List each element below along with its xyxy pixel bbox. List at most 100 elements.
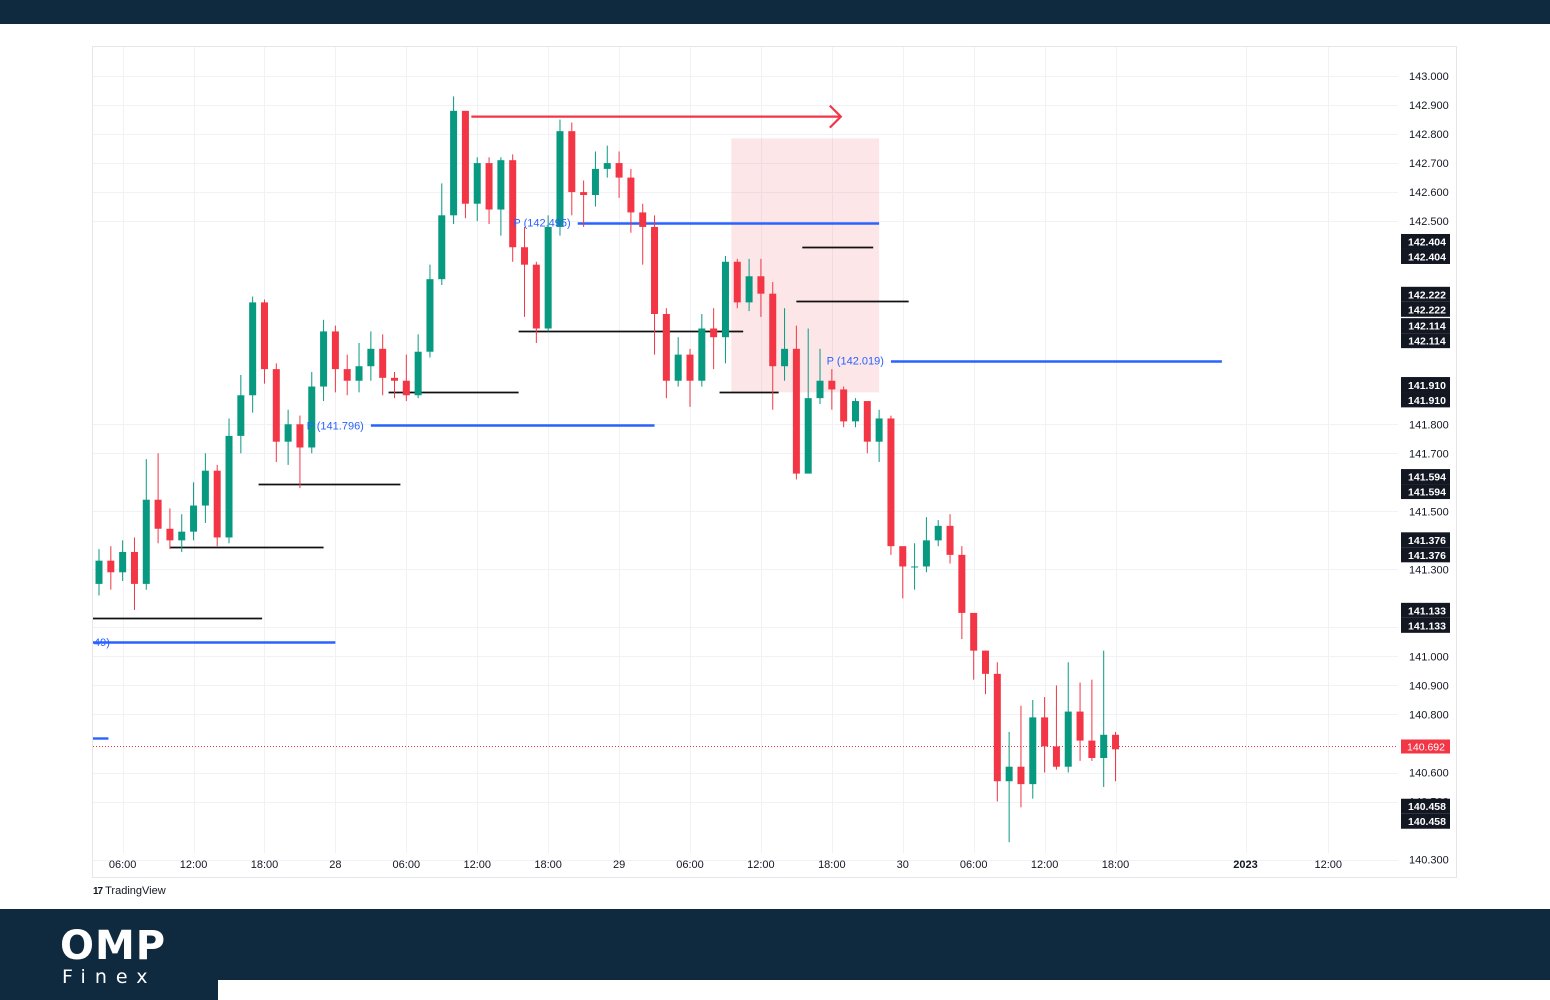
price-label: 142.222 — [1408, 289, 1446, 301]
candle-body — [142, 499, 150, 584]
candle-body — [982, 650, 989, 674]
candle-body — [757, 276, 765, 294]
candle-body — [568, 131, 576, 193]
candle-body — [320, 331, 328, 387]
candle-body — [639, 212, 647, 227]
candle-body — [402, 380, 410, 396]
y-tick-label: 142.700 — [1409, 158, 1449, 170]
price-label: 141.376 — [1408, 535, 1446, 547]
candle-body — [745, 276, 753, 303]
omp-logo: OMP — [60, 923, 167, 969]
candle-body — [166, 528, 174, 541]
candle-body — [627, 177, 635, 213]
candle-body — [792, 348, 800, 474]
candle-body — [331, 331, 339, 370]
candle-body — [260, 302, 268, 370]
candle-body — [828, 380, 836, 390]
y-tick-label: 142.900 — [1409, 100, 1449, 112]
candle-body — [426, 279, 434, 352]
candle-body — [674, 354, 682, 381]
x-tick-label: 18:00 — [818, 859, 846, 871]
y-tick-label: 140.300 — [1409, 855, 1449, 867]
candle-body — [1017, 766, 1025, 785]
candle-body — [461, 110, 469, 204]
tradingview-brand: 17 TradingView — [93, 885, 166, 897]
candle-body — [343, 369, 351, 381]
candle-body — [213, 470, 221, 538]
candle-body — [367, 348, 375, 367]
candle-body — [911, 566, 919, 568]
price-label-box — [1401, 798, 1450, 814]
candle-body — [733, 261, 741, 303]
candle-body — [851, 401, 859, 422]
current-price-box — [1401, 739, 1450, 754]
arrow-head — [829, 104, 843, 129]
x-tick-label: 12:00 — [1031, 859, 1059, 871]
price-label: 142.114 — [1408, 336, 1446, 348]
candle-body — [769, 293, 777, 367]
candle-body — [272, 369, 280, 442]
candle-body — [922, 540, 930, 567]
y-tick-label: 140.600 — [1409, 768, 1449, 780]
pivot-label: P (141.796) — [307, 420, 364, 432]
candle-body — [308, 386, 316, 448]
x-tick-label: 28 — [329, 859, 341, 871]
pivot-label: 49) — [94, 637, 110, 649]
candle-body — [154, 499, 162, 529]
price-label: 142.404 — [1408, 236, 1446, 248]
candle-body — [119, 551, 127, 573]
candle-body — [485, 163, 493, 210]
price-label-box — [1401, 813, 1450, 829]
price-label: 141.133 — [1408, 605, 1446, 617]
price-label: 142.404 — [1408, 251, 1446, 263]
x-tick-label: 06:00 — [393, 859, 421, 871]
candle-body — [1029, 717, 1037, 785]
y-tick-label: 141.800 — [1409, 419, 1449, 431]
candle-body — [296, 424, 304, 448]
candle-body — [698, 328, 706, 381]
highlight-zone — [731, 138, 880, 393]
current-price-label: 140.692 — [1407, 742, 1445, 754]
candle-body — [899, 546, 907, 567]
price-label-box — [1401, 318, 1450, 334]
pivot-label: P (142.495) — [513, 218, 570, 230]
price-label: 141.376 — [1408, 550, 1446, 562]
candle-body — [473, 163, 481, 204]
x-tick-label: 18:00 — [251, 859, 279, 871]
finex-logo-text: Finex — [62, 966, 157, 988]
zone-layer — [731, 138, 880, 393]
x-tick-label: 18:00 — [534, 859, 562, 871]
y-tick-label: 141.000 — [1409, 651, 1449, 663]
y-tick-label: 142.800 — [1409, 129, 1449, 141]
tradingview-logo-icon: 17 — [93, 885, 103, 897]
candle-body — [237, 395, 245, 436]
candle-body — [721, 261, 729, 338]
x-tick-label: 06:00 — [676, 859, 704, 871]
top-banner — [0, 0, 1550, 24]
price-label: 141.910 — [1408, 380, 1446, 392]
tradingview-label: TradingView — [105, 885, 166, 897]
x-tick-label: 2023 — [1233, 859, 1257, 871]
price-label-box — [1401, 286, 1450, 302]
candle-body — [249, 302, 257, 396]
price-label-box — [1401, 547, 1450, 563]
candle-body — [509, 160, 517, 248]
x-tick-label: 06:00 — [960, 859, 988, 871]
candle-body — [651, 226, 659, 314]
price-label-box — [1401, 617, 1450, 633]
chart-border — [92, 46, 1457, 878]
candle-body — [450, 110, 458, 216]
price-label: 141.133 — [1408, 620, 1446, 632]
candle-body — [1041, 717, 1049, 747]
candle-body — [970, 612, 978, 651]
candle-body — [603, 163, 611, 169]
y-tick-label: 141.300 — [1409, 564, 1449, 576]
candle-body — [781, 348, 789, 367]
candle-body — [710, 328, 718, 338]
price-label: 142.222 — [1408, 304, 1446, 316]
candle-body — [1100, 734, 1108, 759]
y-tick-label: 142.500 — [1409, 216, 1449, 228]
price-chart[interactable]: P (142.495) P (142.019) P (141.796) 49) 143… — [0, 0, 1550, 909]
x-tick-label: 29 — [613, 859, 625, 871]
candle-body — [1005, 766, 1013, 782]
